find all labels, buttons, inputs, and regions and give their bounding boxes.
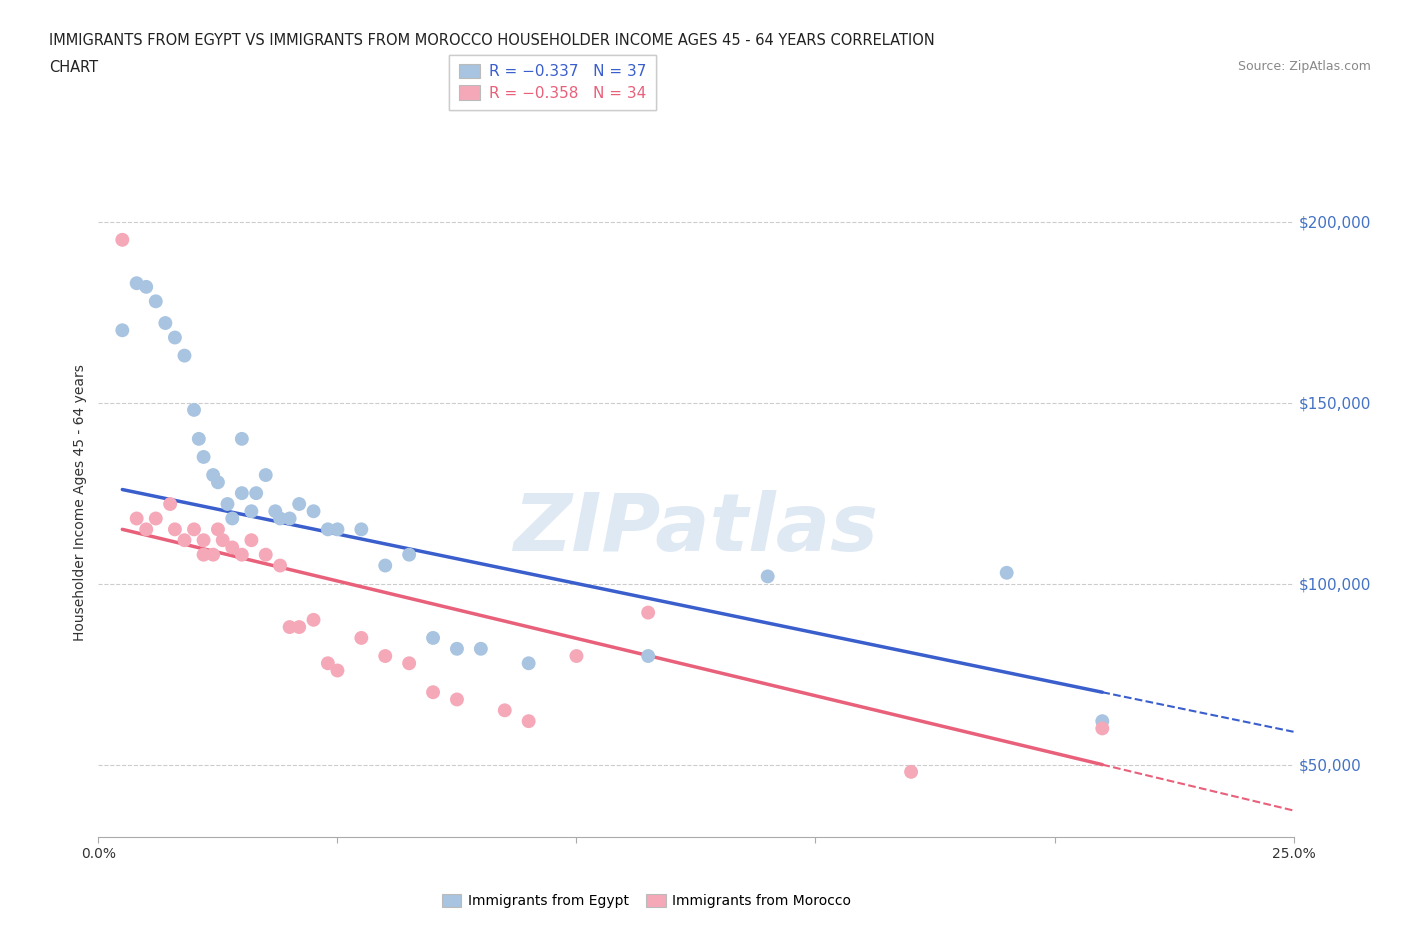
Point	[217, 497, 239, 512]
Point	[302, 612, 325, 627]
Point	[173, 348, 195, 363]
Point	[135, 522, 157, 537]
Point	[125, 276, 148, 291]
Point	[398, 547, 420, 562]
Point	[125, 512, 148, 526]
Point	[254, 468, 277, 483]
Point	[288, 619, 311, 634]
Point	[446, 692, 468, 707]
Point	[145, 512, 167, 526]
Point	[145, 294, 167, 309]
Point	[422, 684, 444, 699]
Point	[350, 522, 373, 537]
Text: Source: ZipAtlas.com: Source: ZipAtlas.com	[1237, 60, 1371, 73]
Point	[1091, 713, 1114, 728]
Point	[374, 648, 396, 663]
Point	[1091, 721, 1114, 736]
Text: ZIPatlas: ZIPatlas	[513, 490, 879, 568]
Point	[398, 656, 420, 671]
Point	[193, 449, 215, 464]
Point	[111, 323, 134, 338]
Legend: R = −0.337   N = 37, R = −0.358   N = 34: R = −0.337 N = 37, R = −0.358 N = 34	[450, 55, 655, 110]
Point	[517, 713, 540, 728]
Point	[422, 631, 444, 645]
Point	[155, 315, 177, 330]
Point	[316, 522, 339, 537]
Point	[900, 764, 922, 779]
Point	[637, 605, 659, 620]
Point	[111, 232, 134, 247]
Point	[173, 533, 195, 548]
Point	[264, 504, 287, 519]
Point	[254, 547, 277, 562]
Point	[565, 648, 588, 663]
Point	[135, 279, 157, 294]
Point	[211, 533, 233, 548]
Point	[288, 497, 311, 512]
Point	[326, 663, 349, 678]
Point	[193, 547, 215, 562]
Point	[163, 522, 186, 537]
Point	[240, 504, 263, 519]
Point	[995, 565, 1018, 580]
Point	[278, 512, 301, 526]
Point	[494, 703, 516, 718]
Point	[187, 432, 209, 446]
Point	[202, 547, 225, 562]
Text: IMMIGRANTS FROM EGYPT VS IMMIGRANTS FROM MOROCCO HOUSEHOLDER INCOME AGES 45 - 64: IMMIGRANTS FROM EGYPT VS IMMIGRANTS FROM…	[49, 33, 935, 47]
Point	[517, 656, 540, 671]
Point	[756, 569, 779, 584]
Point	[350, 631, 373, 645]
Point	[245, 485, 267, 500]
Point	[231, 432, 253, 446]
Point	[183, 403, 205, 418]
Point	[302, 504, 325, 519]
Point	[316, 656, 339, 671]
Point	[446, 642, 468, 657]
Point	[207, 522, 229, 537]
Point	[202, 468, 225, 483]
Point	[269, 512, 291, 526]
Point	[221, 540, 243, 555]
Point	[269, 558, 291, 573]
Point	[159, 497, 181, 512]
Point	[231, 547, 253, 562]
Point	[193, 533, 215, 548]
Point	[163, 330, 186, 345]
Y-axis label: Householder Income Ages 45 - 64 years: Householder Income Ages 45 - 64 years	[73, 364, 87, 641]
Point	[231, 485, 253, 500]
Point	[221, 512, 243, 526]
Point	[374, 558, 396, 573]
Point	[470, 642, 492, 657]
Point	[326, 522, 349, 537]
Point	[183, 522, 205, 537]
Point	[240, 533, 263, 548]
Text: CHART: CHART	[49, 60, 98, 75]
Point	[278, 619, 301, 634]
Point	[207, 475, 229, 490]
Point	[637, 648, 659, 663]
Legend: Immigrants from Egypt, Immigrants from Morocco: Immigrants from Egypt, Immigrants from M…	[436, 888, 858, 914]
